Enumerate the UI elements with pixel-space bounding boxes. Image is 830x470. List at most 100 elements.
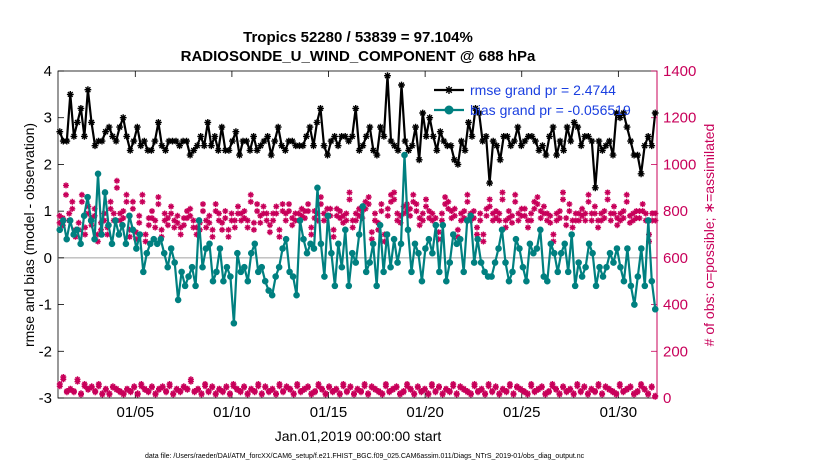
bias-point	[443, 277, 450, 285]
bias-point	[129, 226, 137, 234]
obs-assimilated-point	[515, 210, 522, 217]
obs-assimilated-point	[633, 215, 640, 222]
rmse-point	[595, 137, 603, 145]
obs-assimilated-point	[228, 217, 235, 224]
x-tick-label: 01/10	[213, 404, 251, 421]
obs-assimilated-point	[588, 217, 595, 224]
obs-assimilated-point	[56, 219, 63, 226]
bias-point	[495, 245, 502, 252]
obs-assimilated-point	[317, 201, 324, 208]
bias-point	[70, 231, 77, 238]
obs-assimilated-point	[464, 191, 471, 198]
y-tick-label-right: 400	[663, 297, 688, 314]
bias-point	[519, 263, 527, 271]
obs-assimilated-point	[601, 208, 608, 215]
obs-assimilated-point	[626, 219, 633, 226]
obs-assimilated-point	[630, 210, 637, 217]
obs-assimilated-point	[515, 217, 522, 224]
bias-point	[73, 226, 81, 234]
bias-point	[223, 263, 231, 271]
obs-assimilated-point	[107, 205, 114, 212]
obs-assimilated-point	[247, 198, 254, 205]
obs-assimilated-point	[225, 226, 232, 233]
rmse-line	[58, 74, 657, 189]
obs-assimilated-point	[534, 194, 541, 201]
obs-assimilated-point	[343, 389, 350, 396]
obs-assimilated-point	[109, 384, 116, 391]
rmse-point	[334, 142, 342, 150]
rmse-point	[176, 142, 183, 150]
obs-assimilated-point	[448, 208, 455, 215]
obs-assimilated-point	[604, 189, 611, 196]
rmse-point	[602, 142, 610, 150]
obs-assimilated-point	[314, 210, 321, 217]
bias-point	[251, 240, 259, 248]
bias-point	[150, 235, 158, 243]
rmse-point	[489, 137, 497, 145]
obs-assimilated-point	[358, 389, 364, 396]
obs-assimilated-point	[550, 238, 557, 245]
obs-assimilated-point	[171, 224, 178, 231]
rmse-point	[486, 179, 493, 187]
rmse-point	[560, 147, 567, 154]
y-tick-label-right: 800	[663, 203, 688, 220]
obs-assimilated-point	[63, 389, 70, 396]
bias-point	[63, 235, 71, 243]
obs-assimilated-point	[321, 210, 327, 217]
y-tick-label-right: 1400	[663, 63, 696, 80]
rmse-point	[296, 142, 303, 150]
bias-point	[119, 221, 126, 229]
obs-assimilated-point	[120, 208, 127, 215]
obs-assimilated-point	[69, 205, 76, 212]
obs-assimilated-point	[394, 210, 401, 217]
bias-point	[157, 235, 165, 243]
bias-point	[439, 221, 447, 229]
bias-point	[268, 291, 276, 299]
obs-assimilated-point	[67, 386, 74, 393]
obs-assimilated-point	[410, 198, 417, 205]
obs-assimilated-point	[215, 210, 222, 217]
obs-assimilated-point	[308, 224, 315, 231]
rmse-point	[412, 123, 419, 131]
obs-assimilated-point	[148, 384, 155, 391]
obs-assimilated-point	[540, 210, 547, 217]
bias-point	[617, 263, 624, 271]
obs-assimilated-point	[464, 198, 471, 205]
bias-point	[592, 282, 600, 290]
obs-assimilated-point	[652, 210, 659, 217]
bias-point	[310, 245, 318, 252]
rmse-point	[384, 72, 391, 80]
rmse-point	[225, 147, 233, 154]
bias-point	[66, 217, 74, 224]
obs-assimilated-point	[572, 217, 579, 224]
obs-assimilated-point	[301, 215, 308, 222]
obs-assimilated-point	[407, 386, 414, 393]
obs-assimilated-point	[234, 386, 240, 393]
obs-assimilated-point	[626, 212, 633, 219]
obs-assimilated-point	[134, 391, 141, 398]
bias-point	[509, 268, 516, 276]
rmse-point	[140, 137, 148, 145]
obs-assimilated-point	[388, 191, 394, 198]
obs-assimilated-point	[173, 386, 180, 393]
obs-assimilated-point	[161, 210, 168, 217]
bias-point	[603, 263, 610, 271]
obs-assimilated-point	[82, 231, 89, 238]
obs-assimilated-point	[446, 389, 453, 396]
obs-assimilated-point	[82, 224, 89, 231]
obs-assimilated-point	[168, 203, 175, 210]
bias-point	[432, 221, 440, 229]
rmse-point	[306, 123, 314, 131]
obs-assimilated-point	[372, 217, 378, 224]
rmse-point	[521, 137, 529, 145]
obs-assimilated-point	[362, 205, 369, 212]
rmse-point	[278, 142, 286, 150]
obs-assimilated-point	[99, 391, 106, 398]
obs-assimilated-point	[457, 384, 464, 391]
obs-assimilated-point	[170, 391, 177, 398]
obs-assimilated-point	[174, 212, 181, 219]
obs-assimilated-point	[159, 384, 166, 391]
chart-title-line1: Tropics 52280 / 53839 = 97.104%	[243, 29, 473, 46]
obs-assimilated-point	[547, 219, 554, 226]
rmse-point	[137, 142, 145, 150]
